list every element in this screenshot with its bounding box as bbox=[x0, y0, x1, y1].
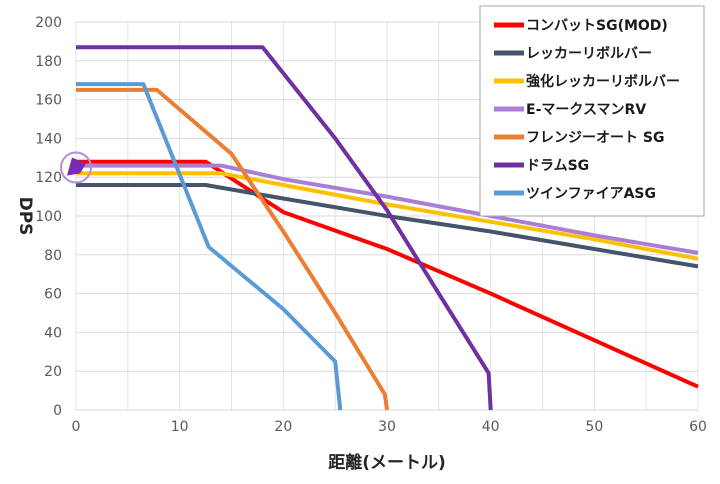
series-line-5 bbox=[76, 87, 389, 411]
series-line-6 bbox=[76, 45, 493, 411]
legend-label: 強化レッカーリボルバー bbox=[526, 73, 680, 90]
legend-label: レッカーリボルバー bbox=[526, 46, 652, 62]
series-line-7 bbox=[76, 82, 343, 411]
x-tick-label: 30 bbox=[378, 419, 396, 435]
tick-labels: 0 10 20 30 40 50 60 0 20 40 60 80 100 120 140 160 180 200 bbox=[35, 15, 707, 435]
legend-label: フレンジーオート SG bbox=[526, 130, 664, 146]
x-tick-label: 20 bbox=[274, 419, 292, 435]
legend-label: コンバットSG(MOD) bbox=[526, 18, 668, 34]
x-tick-label: 60 bbox=[689, 419, 707, 435]
y-tick-label: 0 bbox=[53, 403, 62, 419]
x-tick-label: 10 bbox=[171, 419, 189, 435]
y-tick-label: 120 bbox=[35, 170, 62, 186]
series-line-2 bbox=[76, 183, 699, 269]
y-tick-label: 180 bbox=[35, 54, 62, 70]
series-line-4 bbox=[76, 163, 699, 255]
y-tick-label: 100 bbox=[35, 209, 62, 225]
series-line-1 bbox=[76, 159, 699, 389]
series-lines bbox=[76, 45, 699, 411]
x-axis-label: 距離(メートル) bbox=[328, 452, 446, 473]
legend-label: ツインファイアASG bbox=[526, 186, 656, 202]
marker-ring bbox=[60, 151, 92, 184]
x-tick-label: 40 bbox=[482, 419, 500, 435]
y-tick-label: 140 bbox=[35, 131, 62, 147]
y-tick-label: 20 bbox=[44, 364, 62, 380]
legend-label: E-マークスマンRV bbox=[526, 102, 646, 118]
y-tick-label: 80 bbox=[44, 248, 62, 264]
y-tick-label: 60 bbox=[44, 287, 62, 303]
marker-icon bbox=[67, 157, 86, 176]
y-tick-label: 200 bbox=[35, 15, 62, 31]
y-tick-label: 40 bbox=[44, 325, 62, 341]
y-tick-label: 160 bbox=[35, 93, 62, 109]
x-tick-label: 50 bbox=[585, 419, 603, 435]
x-tick-label: 0 bbox=[72, 419, 81, 435]
y-axis-label: DPS bbox=[15, 197, 35, 236]
legend-label: ドラムSG bbox=[526, 158, 589, 174]
series-line-3 bbox=[76, 171, 699, 261]
data-marker bbox=[60, 151, 92, 184]
